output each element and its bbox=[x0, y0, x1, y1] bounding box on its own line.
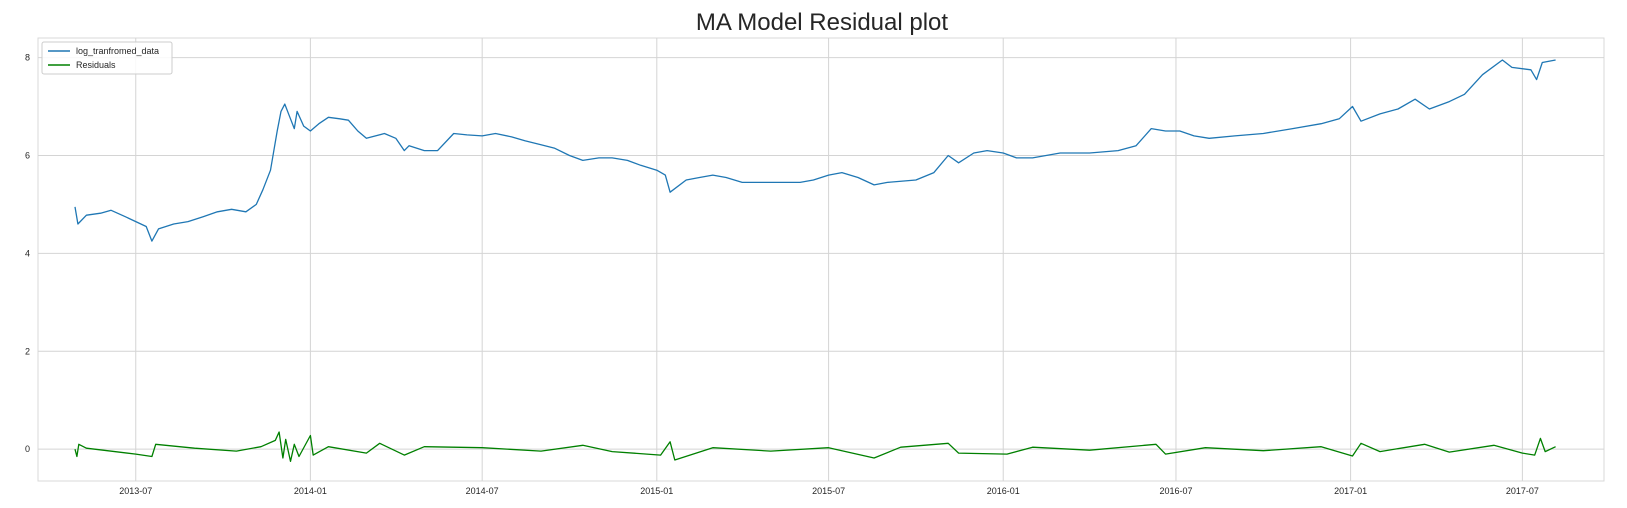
grid bbox=[38, 38, 1604, 481]
y-tick-label: 0 bbox=[25, 444, 30, 454]
x-tick-label: 2017-01 bbox=[1334, 486, 1367, 496]
series-layer bbox=[74, 59, 1556, 463]
x-tick-label: 2017-07 bbox=[1506, 486, 1539, 496]
x-tick-label: 2015-07 bbox=[812, 486, 845, 496]
axes-frame bbox=[37, 37, 1605, 482]
x-tick-label: 2016-01 bbox=[987, 486, 1020, 496]
x-tick-label: 2015-01 bbox=[640, 486, 673, 496]
y-axis: 0 2 4 6 8 bbox=[25, 53, 30, 455]
x-tick-label: 2014-07 bbox=[466, 486, 499, 496]
series-line-residuals bbox=[74, 431, 1556, 463]
x-tick-label: 2013-07 bbox=[119, 486, 152, 496]
legend-label-log-data: log_tranfromed_data bbox=[76, 46, 159, 56]
y-tick-label: 4 bbox=[25, 248, 30, 258]
y-tick-label: 6 bbox=[25, 150, 30, 160]
legend: log_tranfromed_data Residuals bbox=[41, 41, 173, 75]
y-tick-label: 2 bbox=[25, 346, 30, 356]
x-tick-label: 2014-01 bbox=[294, 486, 327, 496]
y-tick-label: 8 bbox=[25, 53, 30, 63]
legend-box bbox=[41, 41, 173, 75]
legend-label-residuals: Residuals bbox=[76, 60, 116, 70]
x-tick-label: 2016-07 bbox=[1159, 486, 1192, 496]
series-line-log-data bbox=[74, 59, 1556, 242]
plot-area: 2013-07 2014-01 2014-07 2015-01 2015-07 2016-… bbox=[25, 37, 1605, 496]
x-axis: 2013-07 2014-01 2014-07 2015-01 2015-07 2016-… bbox=[119, 486, 1539, 496]
chart-title: MA Model Residual plot bbox=[696, 9, 948, 36]
